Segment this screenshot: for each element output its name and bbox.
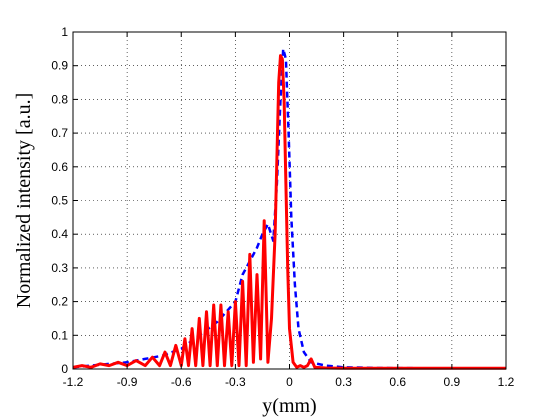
- x-tick-label: 0: [286, 375, 293, 389]
- series-line-2: [72, 54, 506, 370]
- y-tick-label: 0.4: [51, 227, 68, 241]
- x-tick-label: -1.2: [63, 375, 84, 389]
- y-tick-label: 0.3: [51, 261, 68, 275]
- y-tick-label: 0.1: [51, 328, 68, 342]
- x-tick-label: -0.9: [117, 375, 138, 389]
- y-tick-label: 0.5: [51, 194, 68, 208]
- x-tick-label: 0.9: [444, 375, 461, 389]
- y-tick-label: 0.6: [51, 160, 68, 174]
- axis-ticks: -1.2 -0.9 -0.6 -0.3 0 0.3 0.6 0.9 1.2 0 0.1 0.2 0.3 0…: [51, 25, 514, 389]
- x-tick-label: 0.3: [335, 375, 352, 389]
- y-axis-title: Normalized intensity [a.u.]: [13, 93, 35, 309]
- series-layer: [72, 47, 506, 370]
- x-tick-label: 1.2: [498, 375, 515, 389]
- y-tick-label: 0: [61, 362, 68, 376]
- y-tick-label: 0.7: [51, 126, 68, 140]
- x-axis-title: y(mm): [262, 395, 316, 417]
- x-tick-label: -0.3: [225, 375, 246, 389]
- x-tick-label: -0.6: [171, 375, 192, 389]
- y-tick-label: 0.2: [51, 295, 68, 309]
- y-tick-label: 1: [61, 25, 68, 39]
- y-tick-label: 0.8: [51, 92, 68, 106]
- x-tick-label: 0.6: [389, 375, 406, 389]
- y-tick-label: 0.9: [51, 59, 68, 73]
